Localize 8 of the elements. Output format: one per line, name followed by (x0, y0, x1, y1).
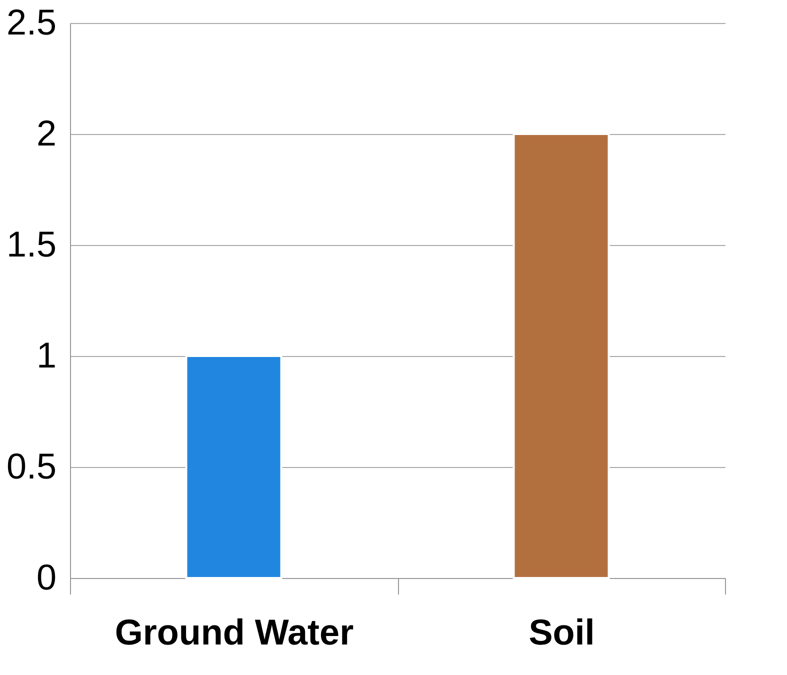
x-tick-label: Soil (528, 612, 595, 652)
y-tick-label: 0.5 (6, 446, 56, 486)
y-tick-label: 1 (36, 334, 56, 376)
y-tick-label: 1.5 (6, 224, 56, 264)
y-tick-label: 2 (36, 112, 56, 154)
x-tick-label: Ground Water (114, 612, 354, 652)
y-tick-label: 0 (36, 556, 56, 598)
y-tick-label: 2.5 (6, 2, 56, 42)
